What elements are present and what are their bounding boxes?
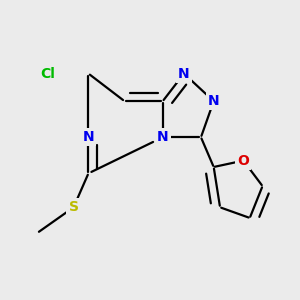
Text: Cl: Cl	[41, 67, 56, 81]
Text: O: O	[238, 154, 249, 168]
Text: N: N	[208, 94, 220, 108]
Text: N: N	[82, 130, 94, 144]
Text: S: S	[69, 200, 79, 214]
Text: N: N	[178, 67, 190, 81]
Text: N: N	[157, 130, 169, 144]
